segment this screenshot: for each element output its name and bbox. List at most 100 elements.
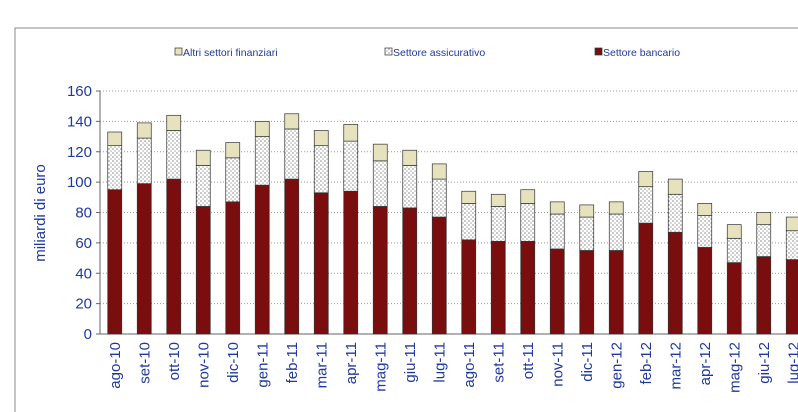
bar-segment (726, 262, 742, 335)
bar-segment (166, 130, 182, 180)
bar-segment (608, 201, 624, 215)
x-tick-label: ott-11 (520, 342, 537, 379)
bar-segment (638, 171, 654, 188)
bar-segment (284, 113, 300, 130)
bar-segment (638, 186, 654, 224)
x-tick-label: feb-11 (284, 342, 301, 383)
y-axis-label: miliardi di euro (32, 164, 49, 262)
bar-segment (431, 178, 447, 218)
bar-segment (372, 206, 388, 335)
bar-segment (667, 231, 683, 335)
bar-segment (136, 183, 152, 335)
legend-label: Altri settori finanziari (183, 47, 278, 59)
bar-segment (549, 248, 565, 335)
bar-segment (225, 201, 241, 335)
x-tick-label: ott-10 (166, 342, 183, 380)
bar-segment (608, 213, 624, 251)
bar-segment (136, 137, 152, 184)
y-tick-label: 160 (67, 83, 92, 100)
bar-segment (756, 256, 772, 335)
bar-segment (785, 230, 798, 260)
bar-segment (726, 237, 742, 263)
x-tick-label: nov-10 (195, 342, 212, 388)
y-tick-label: 0 (84, 326, 92, 343)
legend-swatch (174, 47, 183, 56)
y-tick-label: 20 (75, 296, 92, 313)
bar-segment (461, 239, 477, 335)
bar-segment (166, 114, 182, 131)
bar-segment (254, 136, 270, 186)
bar-segment (107, 145, 123, 191)
bar-segment (166, 178, 182, 335)
x-tick-label: dic-10 (225, 342, 242, 383)
bar-segment (520, 189, 536, 204)
y-tick-label: 100 (67, 174, 92, 191)
bar-segment (461, 203, 477, 241)
x-tick-label: lug-11 (431, 342, 448, 383)
bar-segment (225, 142, 241, 159)
bar-segment (579, 216, 595, 251)
bar-segment (284, 178, 300, 335)
x-tick-label: ago-10 (107, 342, 124, 389)
x-tick-label: set-10 (136, 342, 153, 384)
x-tick-label: nov-11 (549, 342, 566, 387)
bar-segment (313, 192, 329, 335)
bar-segment (667, 178, 683, 195)
bar-segment (343, 190, 359, 335)
legend-swatch (384, 47, 393, 56)
bar-segment (726, 224, 742, 239)
x-tick-label: mag-12 (726, 342, 743, 393)
legend-swatch (594, 47, 603, 56)
x-tick-label: feb-12 (638, 342, 655, 385)
x-tick-label: apr-12 (697, 342, 714, 385)
legend-label: Settore assicurativo (393, 47, 485, 59)
bar-segment (107, 189, 123, 335)
x-tick-label: dic-11 (579, 342, 596, 382)
x-tick-label: gen-12 (608, 342, 625, 389)
x-tick-label: set-11 (490, 342, 507, 383)
legend-label: Settore bancario (603, 47, 680, 59)
x-tick-label: ago-11 (461, 342, 478, 388)
bar-segment (372, 160, 388, 207)
bar-segment (785, 216, 798, 232)
bar-segment (490, 206, 506, 242)
bar-segment (697, 203, 713, 216)
bar-segment (136, 122, 152, 139)
frame (14, 27, 798, 412)
bar-segment (195, 165, 211, 207)
bar-segment (608, 250, 624, 335)
bar-segment (490, 241, 506, 335)
x-tick-label: giu-11 (402, 342, 419, 383)
bar-segment (402, 149, 418, 166)
bar-segment (254, 121, 270, 137)
bar-segment (579, 250, 595, 335)
y-tick-label: 120 (67, 144, 92, 161)
bar-segment (579, 204, 595, 218)
bar-segment (431, 163, 447, 180)
bar-segment (284, 128, 300, 180)
bar-segment (549, 201, 565, 215)
x-tick-label: mar-12 (667, 342, 684, 390)
x-tick-label: gen-11 (254, 342, 271, 388)
bar-segment (549, 213, 565, 250)
x-tick-label: mar-11 (313, 342, 330, 388)
y-tick-label: 40 (75, 265, 92, 282)
bar-segment (402, 207, 418, 335)
y-tick-label: 140 (67, 113, 92, 130)
bar-segment (195, 206, 211, 335)
bar-segment (195, 149, 211, 166)
bar-segment (313, 145, 329, 194)
bar-segment (431, 216, 447, 335)
bar-segment (756, 224, 772, 257)
bar-segment (785, 259, 798, 335)
bar-segment (313, 130, 329, 147)
bar-segment (667, 193, 683, 233)
x-tick-label: apr-11 (343, 342, 360, 384)
bar-segment (756, 212, 772, 225)
x-tick-label: giu-12 (756, 342, 773, 384)
bar-segment (107, 131, 123, 147)
bar-segment (225, 157, 241, 203)
bar-segment (372, 143, 388, 162)
bar-segment (638, 222, 654, 335)
